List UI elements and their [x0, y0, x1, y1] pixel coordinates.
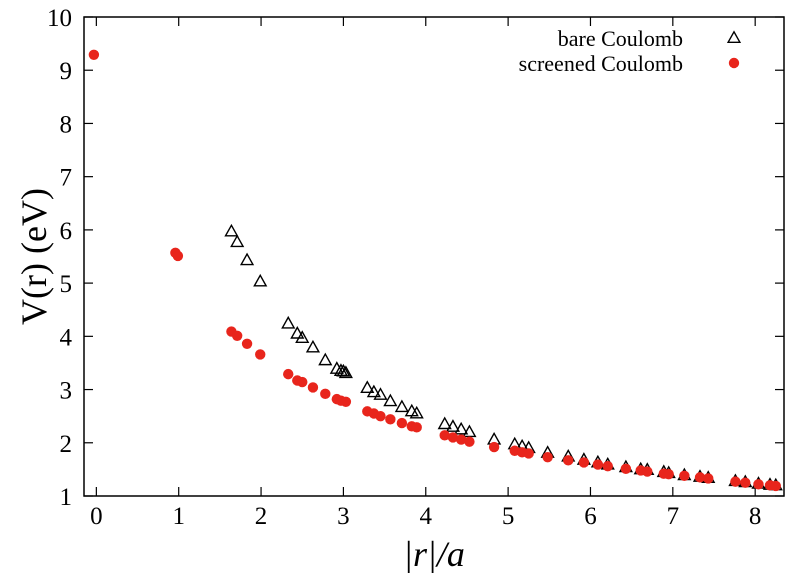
x-tick-label: 3	[337, 503, 350, 530]
x-tick-label: 4	[420, 503, 433, 530]
data-point-triangle	[373, 387, 388, 400]
data-point-triangle	[318, 352, 333, 366]
data-point-triangle	[224, 223, 239, 237]
data-point-circle	[464, 436, 475, 447]
data-point-triangle	[239, 252, 255, 266]
data-point-triangle	[338, 365, 353, 379]
data-point-circle	[297, 376, 308, 388]
y-tick-label: 3	[60, 378, 73, 405]
data-point-triangle	[336, 363, 351, 377]
data-point-circle	[694, 472, 706, 483]
y-tick-label: 6	[60, 218, 73, 245]
data-point-circle	[447, 432, 459, 443]
y-tick-label: 10	[47, 5, 72, 32]
y-axis-label: V(r) (eV)	[14, 188, 54, 325]
x-tick-label: 0	[90, 503, 103, 530]
data-point-circle	[396, 417, 408, 429]
series-screened-coulomb	[88, 49, 781, 492]
data-point-triangle	[383, 393, 398, 407]
y-tick-label: 8	[60, 111, 73, 138]
legend: bare Coulomb screened Coulomb	[519, 26, 742, 76]
data-point-circle	[172, 250, 184, 262]
x-tick-label: 6	[584, 503, 597, 530]
data-point-circle	[241, 338, 253, 349]
data-point-circle	[488, 441, 500, 453]
data-point-circle	[642, 466, 653, 477]
data-point-circle	[283, 368, 294, 380]
x-tick-label: 7	[667, 503, 680, 530]
data-point-circle	[307, 382, 319, 393]
y-tick-label: 4	[60, 324, 73, 351]
legend-label-screened-coulomb: screened Coulomb	[519, 51, 683, 76]
data-points	[88, 49, 783, 492]
data-point-triangle	[230, 234, 245, 248]
y-tick-label: 1	[60, 484, 73, 511]
data-point-circle	[663, 468, 674, 480]
data-point-circle	[578, 457, 590, 468]
data-point-circle	[620, 463, 632, 475]
legend-circle-icon	[728, 57, 740, 69]
data-point-circle	[88, 49, 100, 60]
data-point-triangle	[409, 405, 424, 419]
data-point-circle	[523, 448, 534, 459]
data-point-circle	[753, 479, 764, 490]
data-point-triangle	[437, 416, 452, 430]
x-axis-label: |r|/a	[403, 534, 465, 573]
plot-frame	[83, 16, 785, 497]
legend-marker-screened-coulomb	[728, 57, 740, 69]
series-bare-coulomb	[224, 223, 783, 491]
data-point-triangle	[290, 326, 305, 339]
legend-marker-bare-coulomb	[726, 30, 742, 44]
x-tick-label: 8	[749, 503, 762, 530]
x-tick-label: 1	[172, 503, 185, 530]
data-point-triangle	[462, 424, 477, 438]
data-point-triangle	[281, 315, 296, 329]
data-point-triangle	[366, 384, 381, 398]
data-point-triangle	[445, 419, 461, 432]
data-point-triangle	[295, 330, 310, 343]
data-point-circle	[563, 455, 574, 466]
data-point-triangle	[253, 273, 268, 287]
data-point-circle	[703, 473, 714, 484]
data-point-circle	[455, 434, 467, 445]
data-point-triangle	[305, 339, 321, 353]
data-point-circle	[385, 414, 396, 425]
data-point-circle	[602, 460, 613, 472]
data-point-circle	[320, 388, 331, 400]
legend-triangle-icon	[726, 30, 742, 44]
data-point-circle	[439, 430, 450, 441]
x-tick-label: 5	[502, 503, 515, 530]
data-point-triangle	[454, 421, 469, 435]
data-point-circle	[411, 422, 422, 433]
data-point-triangle	[394, 399, 409, 413]
y-tick-label: 5	[60, 271, 73, 298]
data-point-circle	[740, 477, 751, 488]
data-point-circle	[231, 330, 243, 342]
y-tick-label: 7	[60, 165, 73, 192]
legend-label-bare-coulomb: bare Coulomb	[558, 26, 683, 51]
data-point-circle	[542, 451, 553, 463]
x-tick-label: 2	[255, 503, 268, 530]
data-point-circle	[730, 476, 741, 487]
data-point-circle	[255, 349, 266, 360]
data-point-circle	[770, 480, 781, 492]
data-point-circle	[592, 459, 604, 470]
data-point-circle	[340, 396, 352, 407]
data-point-circle	[375, 410, 386, 422]
y-tick-label: 2	[60, 431, 73, 458]
y-tick-label: 9	[60, 58, 73, 85]
data-point-triangle	[360, 380, 375, 393]
data-point-circle	[679, 470, 690, 481]
